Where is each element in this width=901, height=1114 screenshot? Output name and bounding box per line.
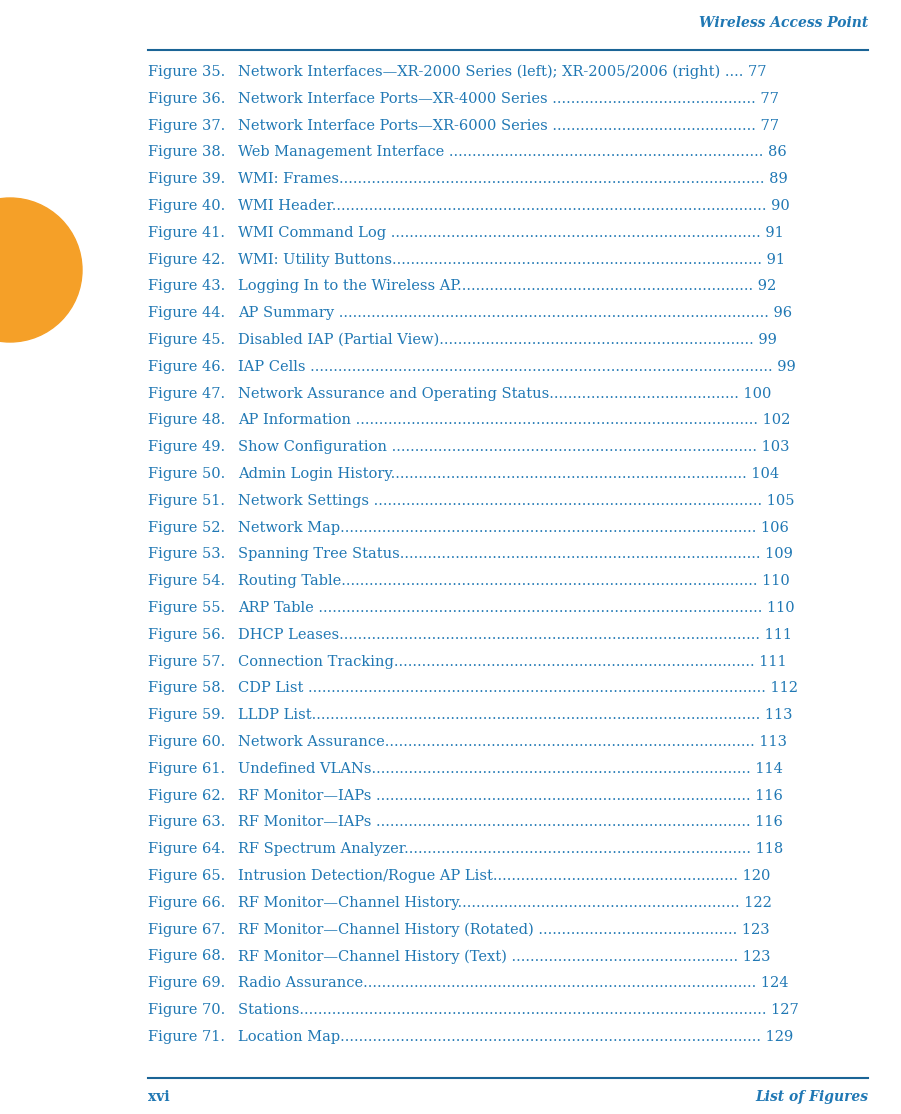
Text: Figure 38.: Figure 38.	[148, 146, 225, 159]
Text: Network Map.....................................................................: Network Map.............................…	[238, 520, 789, 535]
Text: Admin Login History.............................................................: Admin Login History.....................…	[238, 467, 779, 481]
Text: Figure 60.: Figure 60.	[148, 735, 225, 749]
Text: Figure 42.: Figure 42.	[148, 253, 225, 266]
Text: Figure 61.: Figure 61.	[148, 762, 225, 775]
Text: Figure 59.: Figure 59.	[148, 709, 225, 722]
Text: Radio Assurance.................................................................: Radio Assurance.........................…	[238, 976, 788, 990]
Text: Location Map....................................................................: Location Map............................…	[238, 1029, 793, 1044]
Text: Figure 53.: Figure 53.	[148, 547, 225, 561]
Text: Show Configuration .............................................................: Show Configuration .....................…	[238, 440, 789, 455]
Text: Figure 44.: Figure 44.	[148, 306, 225, 320]
Text: Figure 46.: Figure 46.	[148, 360, 225, 374]
Text: WMI: Utility Buttons............................................................: WMI: Utility Buttons....................…	[238, 253, 785, 266]
Text: Figure 66.: Figure 66.	[148, 896, 225, 910]
Text: Figure 55.: Figure 55.	[148, 600, 225, 615]
Text: Figure 36.: Figure 36.	[148, 91, 225, 106]
Text: Figure 68.: Figure 68.	[148, 949, 225, 964]
Text: RF Monitor—IAPs ................................................................: RF Monitor—IAPs ........................…	[238, 815, 783, 830]
Text: Figure 51.: Figure 51.	[148, 494, 225, 508]
Text: List of Figures: List of Figures	[755, 1089, 868, 1104]
Text: Figure 40.: Figure 40.	[148, 199, 225, 213]
Text: Figure 70.: Figure 70.	[148, 1003, 225, 1017]
Text: RF Monitor—Channel History......................................................: RF Monitor—Channel History..............…	[238, 896, 772, 910]
Text: Network Settings ...............................................................: Network Settings .......................…	[238, 494, 795, 508]
Circle shape	[0, 198, 82, 342]
Text: Network Interface Ports—XR-6000 Series .........................................: Network Interface Ports—XR-6000 Series .…	[238, 118, 779, 133]
Text: Connection Tracking.............................................................: Connection Tracking.....................…	[238, 655, 787, 668]
Text: Figure 41.: Figure 41.	[148, 226, 225, 240]
Text: Stations........................................................................: Stations................................…	[238, 1003, 799, 1017]
Text: Figure 48.: Figure 48.	[148, 413, 225, 428]
Text: Logging In to the Wireless AP...................................................: Logging In to the Wireless AP...........…	[238, 280, 777, 293]
Text: Network Assurance and Operating Status......................................... : Network Assurance and Operating Status..…	[238, 387, 771, 401]
Text: WMI: Frames.....................................................................: WMI: Frames.............................…	[238, 173, 787, 186]
Text: DHCP Leases.....................................................................: DHCP Leases.............................…	[238, 628, 792, 642]
Text: AP Information .................................................................: AP Information .........................…	[238, 413, 790, 428]
Text: Figure 39.: Figure 39.	[148, 173, 225, 186]
Text: Spanning Tree Status............................................................: Spanning Tree Status....................…	[238, 547, 793, 561]
Text: Network Interface Ports—XR-4000 Series .........................................: Network Interface Ports—XR-4000 Series .…	[238, 91, 778, 106]
Text: Figure 49.: Figure 49.	[148, 440, 225, 455]
Text: Figure 52.: Figure 52.	[148, 520, 225, 535]
Text: Figure 37.: Figure 37.	[148, 118, 225, 133]
Text: Figure 54.: Figure 54.	[148, 574, 225, 588]
Text: CDP List .......................................................................: CDP List ...............................…	[238, 682, 798, 695]
Text: Figure 45.: Figure 45.	[148, 333, 225, 346]
Text: Figure 35.: Figure 35.	[148, 65, 225, 79]
Text: ARP Table ......................................................................: ARP Table ..............................…	[238, 600, 795, 615]
Text: RF Monitor—Channel History (Rotated) ...........................................: RF Monitor—Channel History (Rotated) ...…	[238, 922, 769, 937]
Text: Network Assurance...............................................................: Network Assurance.......................…	[238, 735, 787, 749]
Text: Figure 63.: Figure 63.	[148, 815, 225, 830]
Text: Figure 65.: Figure 65.	[148, 869, 225, 883]
Text: WMI Header......................................................................: WMI Header..............................…	[238, 199, 790, 213]
Text: Network Interfaces—XR-2000 Series (left); XR-2005/2006 (right) .... 77: Network Interfaces—XR-2000 Series (left)…	[238, 65, 767, 79]
Text: Figure 43.: Figure 43.	[148, 280, 225, 293]
Text: RF Monitor—Channel History (Text) ..............................................: RF Monitor—Channel History (Text) ......…	[238, 949, 770, 964]
Text: RF Monitor—IAPs ................................................................: RF Monitor—IAPs ........................…	[238, 789, 783, 802]
Text: Undefined VLANs.................................................................: Undefined VLANs.........................…	[238, 762, 783, 775]
Text: AP Summary .....................................................................: AP Summary .............................…	[238, 306, 792, 320]
Text: xvi: xvi	[148, 1089, 169, 1104]
Text: Figure 62.: Figure 62.	[148, 789, 225, 802]
Text: Routing Table...................................................................: Routing Table...........................…	[238, 574, 790, 588]
Text: Figure 56.: Figure 56.	[148, 628, 225, 642]
Text: WMI Command Log ................................................................: WMI Command Log ........................…	[238, 226, 784, 240]
Text: RF Spectrum Analyzer............................................................: RF Spectrum Analyzer....................…	[238, 842, 783, 857]
Text: Figure 64.: Figure 64.	[148, 842, 225, 857]
Text: Figure 50.: Figure 50.	[148, 467, 225, 481]
Text: Figure 57.: Figure 57.	[148, 655, 225, 668]
Text: LLDP List.......................................................................: LLDP List...............................…	[238, 709, 793, 722]
Text: Wireless Access Point: Wireless Access Point	[699, 16, 868, 30]
Text: Web Management Interface .......................................................: Web Management Interface ...............…	[238, 146, 787, 159]
Text: Figure 71.: Figure 71.	[148, 1029, 225, 1044]
Text: Figure 58.: Figure 58.	[148, 682, 225, 695]
Text: Intrusion Detection/Rogue AP List...............................................: Intrusion Detection/Rogue AP List.......…	[238, 869, 770, 883]
Text: Figure 69.: Figure 69.	[148, 976, 225, 990]
Text: Disabled IAP (Partial View).....................................................: Disabled IAP (Partial View).............…	[238, 333, 777, 346]
Text: Figure 67.: Figure 67.	[148, 922, 225, 937]
Text: Figure 47.: Figure 47.	[148, 387, 225, 401]
Text: IAP Cells ......................................................................: IAP Cells ..............................…	[238, 360, 796, 374]
